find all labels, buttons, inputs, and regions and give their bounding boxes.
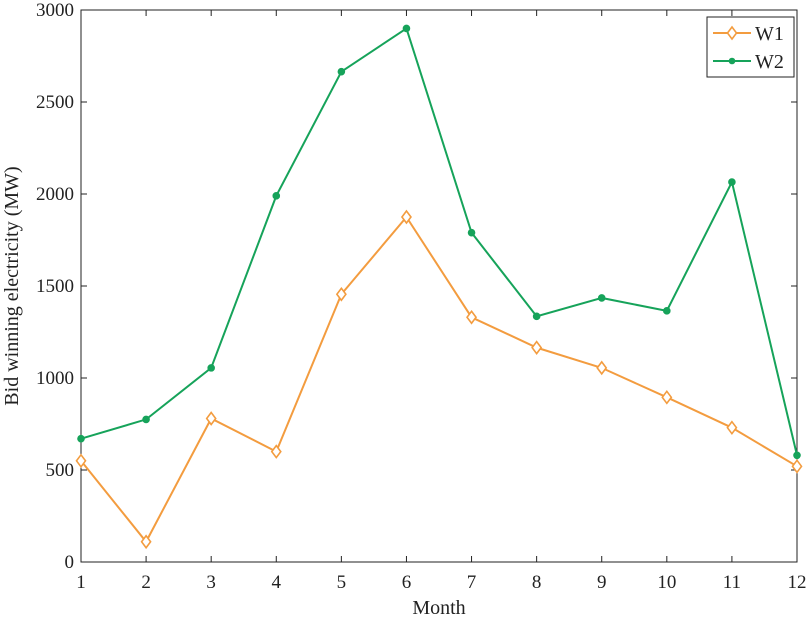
legend-box xyxy=(706,16,795,78)
data-point-w2 xyxy=(467,228,476,237)
x-tick-label: 12 xyxy=(788,572,807,593)
legend-label-w1: W1 xyxy=(755,23,784,45)
x-tick-label: 3 xyxy=(206,572,216,593)
y-tick-label: 1000 xyxy=(36,368,74,389)
x-tick-label: 7 xyxy=(467,572,477,593)
x-tick-label: 1 xyxy=(76,572,86,593)
data-point-w1 xyxy=(661,389,673,405)
data-point-w2 xyxy=(77,434,85,443)
y-tick-label: 0 xyxy=(65,552,75,573)
data-point-w1 xyxy=(140,534,152,550)
data-point-w1 xyxy=(270,444,282,459)
data-point-w1 xyxy=(205,411,217,426)
data-point-w1 xyxy=(596,360,608,376)
y-axis-label: Bid winning electricity (MW) xyxy=(1,166,23,405)
x-tick-label: 6 xyxy=(402,572,412,593)
data-point-w1 xyxy=(531,340,543,355)
plot-area xyxy=(80,9,798,563)
x-tick-label: 8 xyxy=(532,572,542,593)
x-tick-label: 9 xyxy=(597,572,607,593)
data-point-w1 xyxy=(400,209,412,225)
data-point-w2 xyxy=(402,24,411,33)
legend-label-w2: W2 xyxy=(755,51,784,73)
series-w1 xyxy=(75,209,803,550)
y-tick-label: 2500 xyxy=(36,92,74,113)
series-layer xyxy=(75,24,803,550)
data-point-w1 xyxy=(466,309,478,325)
data-point-w2 xyxy=(207,364,215,372)
data-point-w2 xyxy=(597,294,606,302)
series-w2 xyxy=(77,24,801,460)
legend-marker-w2 xyxy=(728,57,736,65)
data-point-w1 xyxy=(335,286,347,302)
x-tick-label: 2 xyxy=(141,572,151,593)
data-point-w2 xyxy=(337,67,346,76)
x-tick-label: 11 xyxy=(723,572,741,593)
data-point-w2 xyxy=(728,178,736,186)
series-line-w1 xyxy=(80,215,798,544)
y-tick-label: 2000 xyxy=(36,184,74,205)
x-tick-label: 4 xyxy=(272,572,282,593)
x-tick-label: 10 xyxy=(657,572,676,593)
y-tick-label: 1500 xyxy=(36,276,74,297)
legend-item-w2: W2 xyxy=(713,51,784,73)
legend-item-w1: W1 xyxy=(713,23,784,45)
y-tick-label: 500 xyxy=(46,460,75,481)
x-tick-label: 5 xyxy=(337,572,347,593)
data-point-w2 xyxy=(793,451,801,460)
data-point-w2 xyxy=(142,415,150,424)
data-point-w1 xyxy=(726,420,738,436)
data-point-w2 xyxy=(663,307,671,315)
x-axis-label: Month xyxy=(412,597,465,618)
data-point-w2 xyxy=(532,312,541,321)
series-line-w2 xyxy=(80,26,798,456)
y-tick-label: 3000 xyxy=(36,0,74,21)
data-point-w2 xyxy=(272,192,281,200)
data-point-w1 xyxy=(791,458,803,474)
data-point-w1 xyxy=(75,453,87,469)
legend-marker-w1 xyxy=(726,25,738,41)
